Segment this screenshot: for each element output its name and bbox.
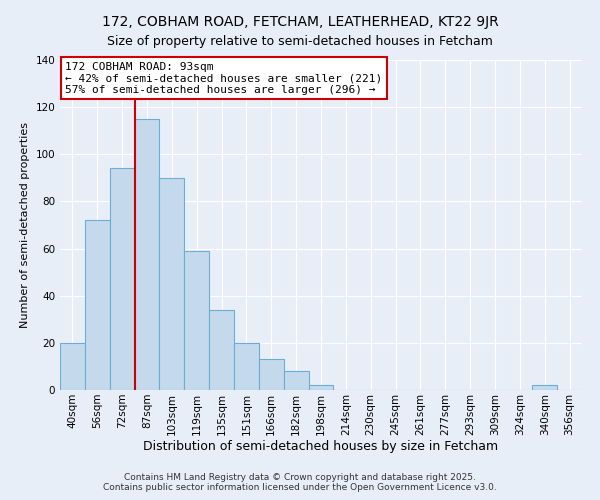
Text: Size of property relative to semi-detached houses in Fetcham: Size of property relative to semi-detach… [107,35,493,48]
Bar [532,386,557,390]
Text: Contains HM Land Registry data © Crown copyright and database right 2025.
Contai: Contains HM Land Registry data © Crown c… [103,473,497,492]
Text: 172, COBHAM ROAD, FETCHAM, LEATHERHEAD, KT22 9JR: 172, COBHAM ROAD, FETCHAM, LEATHERHEAD, … [101,15,499,29]
Text: 172 COBHAM ROAD: 93sqm
← 42% of semi-detached houses are smaller (221)
57% of se: 172 COBHAM ROAD: 93sqm ← 42% of semi-det… [65,62,382,95]
Bar [209,310,234,390]
X-axis label: Distribution of semi-detached houses by size in Fetcham: Distribution of semi-detached houses by … [143,440,499,454]
Bar [234,343,259,390]
Bar [184,251,209,390]
Y-axis label: Number of semi-detached properties: Number of semi-detached properties [20,122,30,328]
Bar [110,168,134,390]
Bar [259,360,284,390]
Bar [308,386,334,390]
Bar [60,343,85,390]
Bar [85,220,110,390]
Bar [134,119,160,390]
Bar [160,178,184,390]
Bar [284,371,308,390]
